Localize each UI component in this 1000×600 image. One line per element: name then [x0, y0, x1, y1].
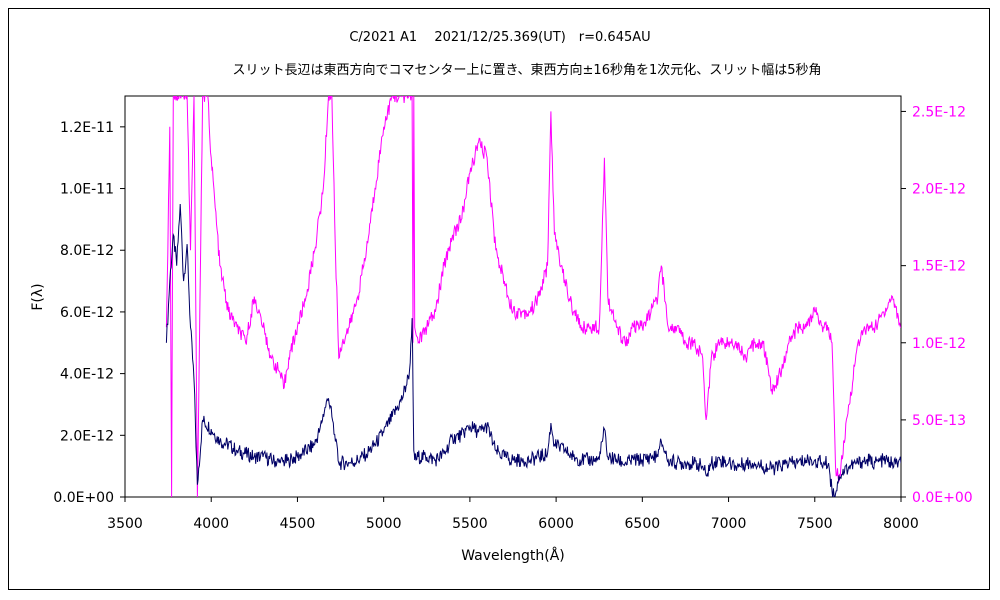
x-tick-label: 5500 [452, 516, 488, 532]
y-right-tick-label: 2.5E-12 [912, 104, 966, 120]
x-tick-label: 7000 [711, 516, 747, 532]
x-tick-label: 6000 [538, 516, 574, 532]
chart-frame [8, 8, 990, 590]
x-axis-label: Wavelength(Å) [461, 547, 565, 564]
x-axis: 3500 4000 4500 5000 5500 6000 6500 7000 7500 8000 [107, 497, 919, 532]
y-right-tick-label: 0.0E+00 [912, 490, 973, 506]
x-tick-label: 7500 [797, 516, 833, 532]
y-left-tick-label: 8.0E-12 [60, 243, 114, 259]
y-left-tick-label: 2.0E-12 [60, 428, 114, 444]
plot-area [124, 95, 902, 498]
x-tick-label: 5000 [366, 516, 402, 532]
x-tick-label: 6500 [625, 516, 661, 532]
y-left-tick-label: 1.2E-11 [60, 120, 114, 136]
series-line-1 [165, 96, 901, 497]
x-tick-label: 3500 [107, 516, 143, 532]
y-axis-label: F(λ) [30, 283, 46, 310]
series-line-0 [165, 203, 901, 497]
y-right-tick-label: 1.5E-12 [912, 259, 966, 275]
y-axis-right: 0.0E+00 5.0E-13 1.0E-12 1.5E-12 2.0E-12 2.5E-… [901, 104, 973, 506]
chart-subtitle: スリット長辺は東西方向でコマセンター上に置き、東西方向±16秒角を1次元化、スリ… [232, 62, 821, 78]
y-left-tick-label: 0.0E+00 [53, 490, 114, 506]
x-tick-label: 8000 [883, 516, 919, 532]
y-left-tick-label: 4.0E-12 [60, 367, 114, 383]
x-tick-label: 4000 [193, 516, 229, 532]
x-tick-label: 4500 [280, 516, 316, 532]
y-left-tick-label: 1.0E-11 [60, 182, 114, 198]
y-right-tick-label: 2.0E-12 [912, 182, 966, 198]
chart-title: C/2021 A1 2021/12/25.369(UT) r=0.645AU [349, 30, 650, 45]
y-right-tick-label: 1.0E-12 [912, 336, 966, 352]
y-right-tick-label: 5.0E-13 [912, 413, 966, 429]
series-group [165, 96, 901, 497]
y-left-tick-label: 6.0E-12 [60, 305, 114, 321]
y-axis-left: 0.0E+00 2.0E-12 4.0E-12 6.0E-12 8.0E-12 1.0E-… [53, 120, 125, 506]
